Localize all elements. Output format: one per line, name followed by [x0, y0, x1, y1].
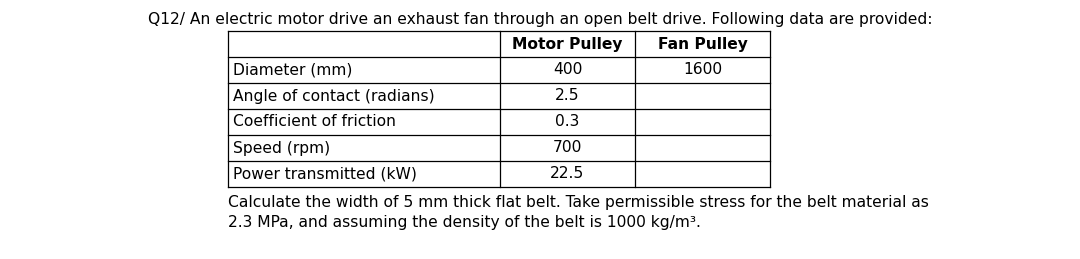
Text: 2.5: 2.5	[555, 89, 580, 104]
Text: Diameter (mm): Diameter (mm)	[233, 62, 352, 77]
Text: 2.3 MPa, and assuming the density of the belt is 1000 kg/m³.: 2.3 MPa, and assuming the density of the…	[228, 215, 701, 230]
Text: Motor Pulley: Motor Pulley	[512, 37, 623, 52]
Text: Calculate the width of 5 mm thick flat belt. Take permissible stress for the bel: Calculate the width of 5 mm thick flat b…	[228, 195, 929, 210]
Text: 1600: 1600	[683, 62, 723, 77]
Text: Speed (rpm): Speed (rpm)	[233, 140, 330, 155]
Text: Q12/ An electric motor drive an exhaust fan through an open belt drive. Followin: Q12/ An electric motor drive an exhaust …	[148, 12, 932, 27]
Text: Fan Pulley: Fan Pulley	[658, 37, 747, 52]
Text: 0.3: 0.3	[555, 114, 580, 130]
Text: Angle of contact (radians): Angle of contact (radians)	[233, 89, 434, 104]
Text: 400: 400	[553, 62, 582, 77]
Text: 700: 700	[553, 140, 582, 155]
Text: Power transmitted (kW): Power transmitted (kW)	[233, 167, 417, 182]
Text: 22.5: 22.5	[551, 167, 584, 182]
Text: Coefficient of friction: Coefficient of friction	[233, 114, 396, 130]
